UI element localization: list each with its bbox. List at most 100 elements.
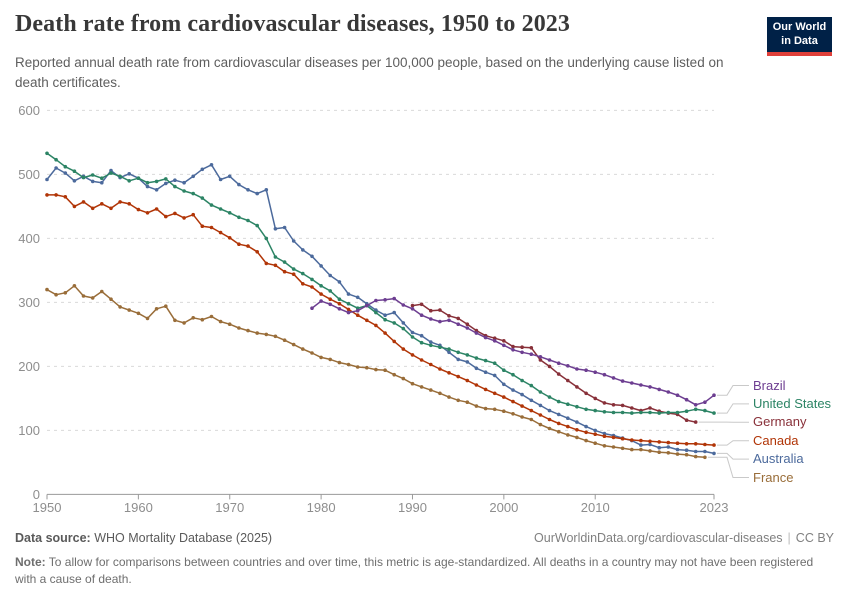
series-point xyxy=(45,193,49,197)
series-point xyxy=(703,449,707,454)
series-point xyxy=(639,438,643,443)
series-point xyxy=(209,203,214,207)
series-point xyxy=(154,307,159,311)
series-point xyxy=(392,372,397,377)
series-point xyxy=(291,239,296,243)
series-point xyxy=(209,314,214,319)
series-point xyxy=(684,418,689,423)
series-point xyxy=(566,433,570,437)
series-point xyxy=(346,310,351,315)
series-point xyxy=(693,449,698,454)
series-point xyxy=(246,328,250,333)
series-point xyxy=(282,269,287,274)
series-point xyxy=(237,215,241,220)
legend-label-canada[interactable]: Canada xyxy=(753,432,799,448)
series-point xyxy=(319,284,323,288)
series-point xyxy=(63,195,68,199)
series-point xyxy=(566,378,570,383)
series-point xyxy=(255,191,259,196)
legend-connector xyxy=(717,385,749,396)
series-point xyxy=(693,454,698,459)
series-point xyxy=(584,391,588,396)
series-point xyxy=(90,296,95,300)
legend-label-france[interactable]: France xyxy=(753,469,794,485)
series-point xyxy=(328,289,333,293)
series-point xyxy=(127,308,131,312)
series-point xyxy=(136,176,141,180)
series-point xyxy=(611,376,616,380)
series-point xyxy=(410,353,415,357)
y-tick-label: 0 xyxy=(33,487,40,502)
series-point xyxy=(90,206,95,211)
legend-label-united-states[interactable]: United States xyxy=(753,395,832,411)
series-point xyxy=(346,301,351,306)
owid-logo[interactable]: Our World in Data xyxy=(767,17,832,56)
series-point xyxy=(145,180,150,185)
series-point xyxy=(447,318,451,323)
series-point xyxy=(429,388,433,392)
chart-subtitle: Reported annual death rate from cardiova… xyxy=(15,55,724,91)
series-point xyxy=(200,167,205,172)
series-point xyxy=(419,385,424,389)
series-point xyxy=(593,408,597,413)
series-point xyxy=(666,410,671,415)
series-point xyxy=(127,202,131,206)
series-point xyxy=(693,442,698,446)
data-source-value: WHO Mortality Database (2025) xyxy=(94,531,273,545)
series-point xyxy=(529,346,534,350)
series-point xyxy=(438,319,442,324)
series-point xyxy=(291,272,296,277)
series-point xyxy=(374,298,378,303)
series-point xyxy=(630,411,634,415)
series-point xyxy=(575,420,579,424)
series-point xyxy=(90,173,95,177)
series-point xyxy=(492,391,497,396)
series-point xyxy=(401,347,406,351)
series-point xyxy=(355,306,360,311)
series-point xyxy=(492,361,497,366)
series-point xyxy=(218,177,223,182)
series-point xyxy=(355,365,360,369)
license-label[interactable]: CC BY xyxy=(795,531,834,545)
legend-connector xyxy=(707,456,749,478)
series-point xyxy=(164,214,168,219)
series-point xyxy=(529,408,534,413)
series-point xyxy=(620,379,625,383)
series-point xyxy=(483,406,488,411)
series-point xyxy=(465,360,470,364)
series-point xyxy=(246,244,250,248)
series-point xyxy=(310,277,314,282)
series-point xyxy=(191,316,195,320)
owid-url-link[interactable]: OurWorldinData.org/cardiovascular-diseas… xyxy=(534,531,783,545)
series-point xyxy=(538,403,543,408)
legend-label-brazil[interactable]: Brazil xyxy=(753,377,786,393)
series-point xyxy=(547,364,552,369)
series-point xyxy=(602,444,607,448)
series-point xyxy=(109,206,113,211)
series-point xyxy=(602,431,607,436)
series-point xyxy=(118,174,122,179)
series-point xyxy=(200,224,205,228)
x-tick-label: 1950 xyxy=(33,500,62,515)
series-point xyxy=(630,447,634,452)
series-point xyxy=(703,408,707,413)
legend-label-germany[interactable]: Germany xyxy=(753,414,807,430)
series-point xyxy=(273,227,278,231)
series-point xyxy=(191,212,195,217)
series-point xyxy=(684,442,689,446)
legend-label-australia[interactable]: Australia xyxy=(753,451,804,467)
series-point xyxy=(502,409,506,414)
series-point xyxy=(264,188,269,192)
series-point xyxy=(419,340,424,345)
series-point xyxy=(282,260,287,264)
series-point xyxy=(593,428,597,433)
series-point xyxy=(675,447,680,452)
series-point xyxy=(547,395,552,399)
series-point xyxy=(227,174,232,179)
series-point xyxy=(410,307,415,311)
series-point xyxy=(520,350,524,355)
chart-note-text: To allow for comparisons between countri… xyxy=(15,555,814,587)
series-point xyxy=(301,271,305,276)
series-point xyxy=(492,339,497,343)
